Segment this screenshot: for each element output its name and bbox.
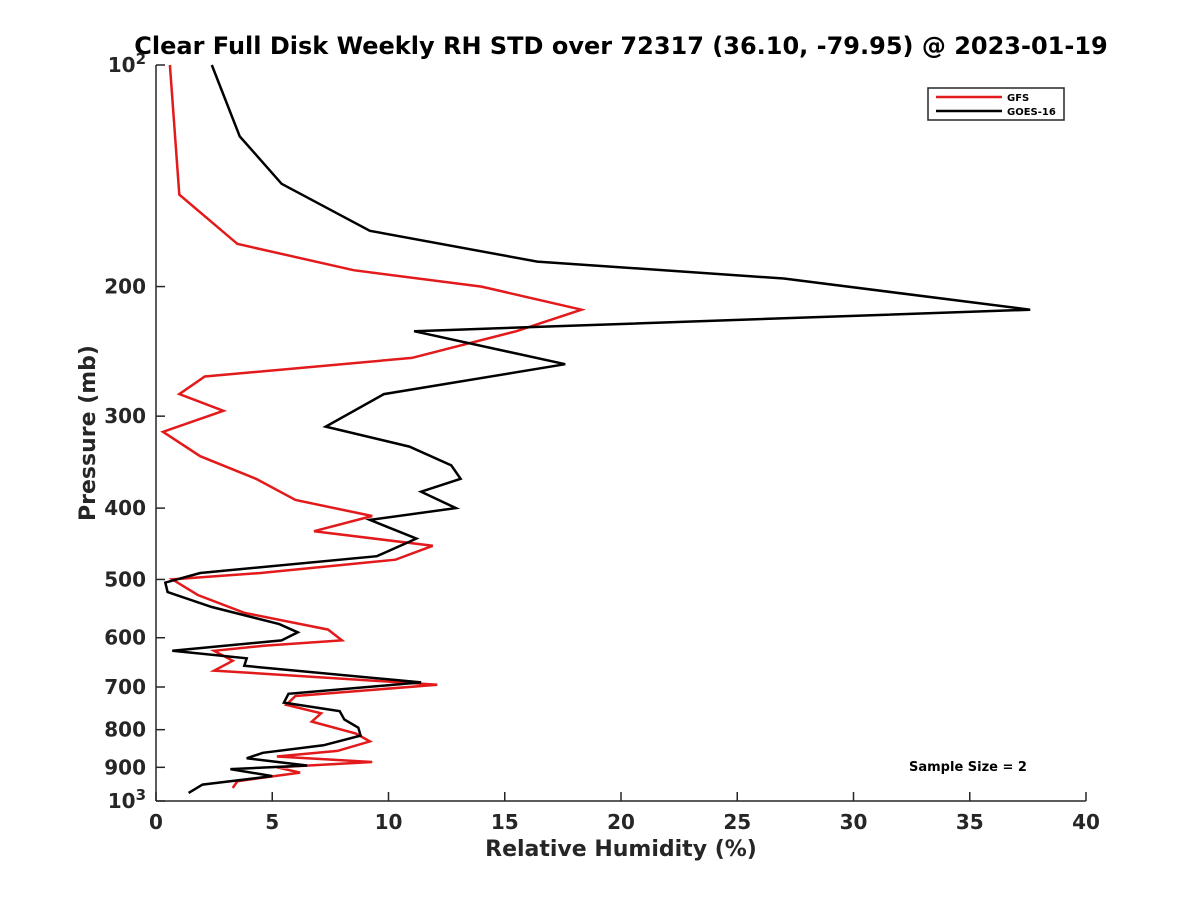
sample-size-annotation: Sample Size = 2 [909, 760, 1027, 775]
legend: GFS GOES-16 [927, 87, 1065, 121]
series-line-goes16 [163, 64, 1031, 794]
legend-label-goes16: GOES-16 [1007, 107, 1056, 118]
x-tick-label: 5 [265, 810, 279, 834]
y-tick-label: 400 [104, 496, 146, 520]
x-tick-label: 15 [491, 810, 519, 834]
x-ticks: 0 5 10 15 20 25 30 35 40 [149, 792, 1100, 834]
y-tick-label: 103 [108, 786, 146, 813]
x-tick-label: 0 [149, 810, 163, 834]
legend-label-gfs: GFS [1007, 93, 1029, 104]
y-axis-label: Pressure (mb) [76, 345, 101, 521]
x-tick-label: 30 [840, 810, 868, 834]
y-tick-label: 500 [104, 567, 146, 591]
series-line-gfs [160, 64, 587, 789]
y-tick-label: 600 [104, 626, 146, 650]
y-tick-label: 800 [104, 718, 146, 742]
x-axis-label: Relative Humidity (%) [485, 837, 757, 862]
y-ticks: 102 200 300 400 500 600 700 800 900 103 [104, 50, 165, 813]
y-tick-label: 300 [104, 404, 146, 428]
y-tick-label: 102 [108, 50, 146, 77]
y-tick-label: 200 [104, 275, 146, 299]
plot-lines [160, 64, 1031, 794]
y-tick-label: 900 [104, 755, 146, 779]
y-tick-label: 700 [104, 675, 146, 699]
chart-title: Clear Full Disk Weekly RH STD over 72317… [134, 32, 1107, 60]
x-tick-label: 10 [375, 810, 403, 834]
x-tick-label: 25 [723, 810, 751, 834]
x-tick-label: 35 [956, 810, 984, 834]
x-tick-label: 20 [607, 810, 635, 834]
legend-box [927, 87, 1065, 121]
x-tick-label: 40 [1072, 810, 1100, 834]
